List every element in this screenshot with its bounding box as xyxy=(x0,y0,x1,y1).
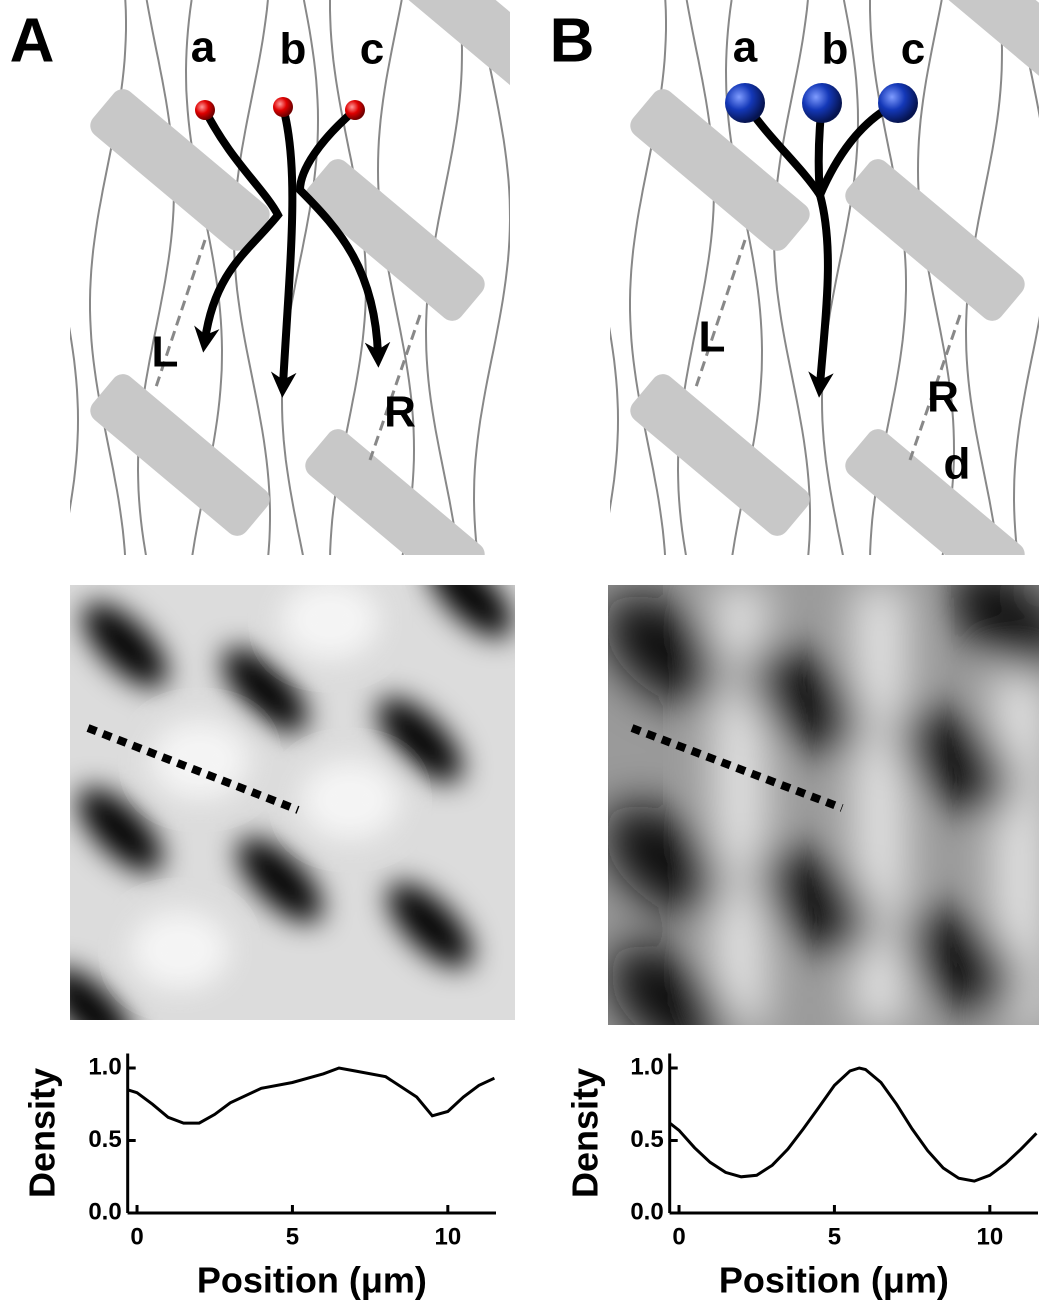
diagram-a xyxy=(0,0,565,596)
x-axis-title: Position (μm) xyxy=(719,1260,949,1301)
y-tick-label: 0.5 xyxy=(88,1126,121,1153)
particle-label: c xyxy=(360,25,384,74)
flow-line xyxy=(630,0,666,560)
flow-line xyxy=(534,0,570,560)
region-label: R xyxy=(927,373,959,422)
obstacle xyxy=(300,424,489,595)
particle-label: a xyxy=(733,23,758,72)
y-tick-label: 1.0 xyxy=(88,1053,121,1080)
density-image-b xyxy=(584,543,1039,1077)
density-curve xyxy=(128,1068,495,1123)
particle xyxy=(195,100,215,120)
particle xyxy=(345,100,365,120)
flow-line xyxy=(90,0,126,560)
panel-letter: B xyxy=(550,6,595,75)
particle-label: b xyxy=(822,25,849,74)
region-label: L xyxy=(152,328,179,377)
x-tick-label: 5 xyxy=(828,1223,841,1250)
flow-line xyxy=(582,0,618,560)
trajectory xyxy=(820,195,828,385)
density-image-a xyxy=(34,539,526,1066)
x-axis-title: Position (μm) xyxy=(197,1260,427,1301)
x-tick-label: 0 xyxy=(130,1223,143,1250)
flow-line xyxy=(0,0,30,560)
particle xyxy=(878,83,918,123)
y-tick-label: 1.0 xyxy=(630,1053,663,1080)
x-tick-label: 10 xyxy=(976,1223,1003,1250)
obstacle xyxy=(85,369,274,540)
obstacle xyxy=(840,424,1029,595)
particle-label: c xyxy=(901,25,925,74)
region-label: R xyxy=(384,388,416,437)
obstacle xyxy=(625,84,814,255)
bright-band xyxy=(855,585,905,1025)
y-axis-title: Density xyxy=(22,1068,63,1198)
flow-line xyxy=(42,0,78,560)
particle xyxy=(273,97,293,117)
bright-spot xyxy=(280,580,380,660)
x-tick-label: 10 xyxy=(434,1223,461,1250)
particle xyxy=(802,83,842,123)
y-tick-label: 0.0 xyxy=(630,1198,663,1225)
y-tick-label: 0.0 xyxy=(88,1198,121,1225)
particle-label: a xyxy=(191,23,216,72)
obstacle xyxy=(375,0,564,101)
panel-letter: A xyxy=(10,6,55,75)
bright-spot xyxy=(300,760,400,840)
obstacle xyxy=(915,0,1039,101)
particle xyxy=(725,83,765,123)
x-tick-label: 5 xyxy=(286,1223,299,1250)
figure: A B a b c L R a b c L R d 0 5 10 0.0 0.5 1.0 P… xyxy=(0,0,1039,1312)
y-tick-label: 0.5 xyxy=(630,1126,663,1153)
diagram-b xyxy=(534,0,1039,596)
particle-label: b xyxy=(280,25,307,74)
density-curve xyxy=(670,1068,1037,1181)
y-axis-title: Density xyxy=(565,1068,606,1198)
bright-spot xyxy=(130,910,230,990)
trajectory xyxy=(283,107,292,385)
region-label: L xyxy=(699,313,726,362)
region-label: d xyxy=(944,440,971,489)
obstacle xyxy=(625,369,814,540)
x-tick-label: 0 xyxy=(672,1223,685,1250)
